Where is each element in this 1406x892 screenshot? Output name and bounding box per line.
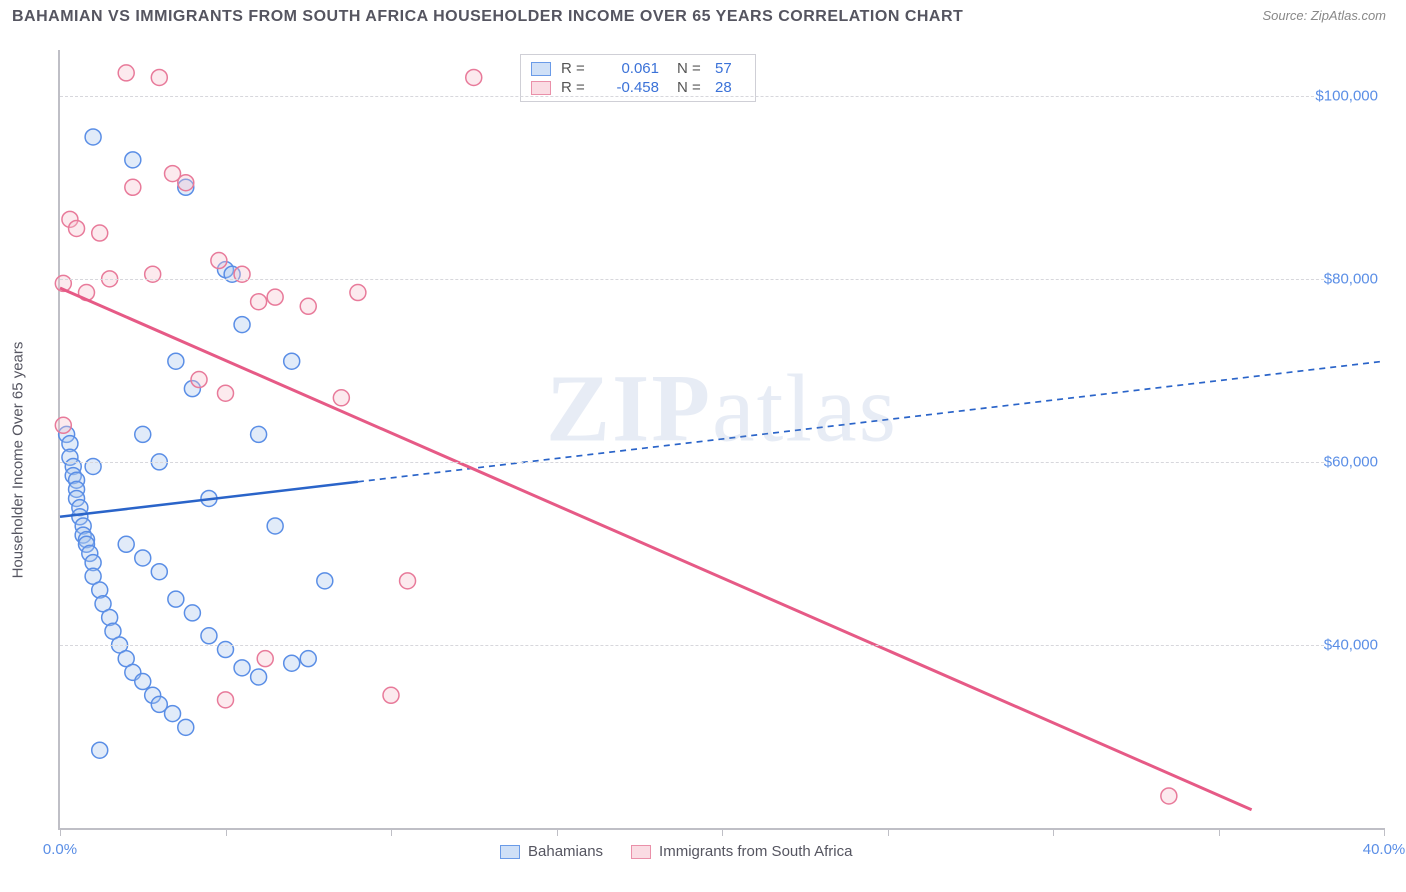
- x-tick: [1384, 828, 1385, 836]
- trend-line-dashed: [358, 361, 1384, 482]
- data-point: [257, 651, 273, 667]
- x-tick: [1219, 828, 1220, 836]
- x-tick: [1053, 828, 1054, 836]
- data-point: [168, 353, 184, 369]
- series-name: Immigrants from South Africa: [659, 843, 852, 860]
- gridline: [60, 462, 1384, 463]
- n-label: N =: [677, 60, 705, 77]
- data-point: [151, 564, 167, 580]
- data-point: [218, 385, 234, 401]
- data-point: [118, 65, 134, 81]
- data-point: [218, 692, 234, 708]
- data-point: [267, 289, 283, 305]
- data-point: [145, 266, 161, 282]
- y-tick-label: $100,000: [1315, 87, 1388, 104]
- data-point: [400, 573, 416, 589]
- data-point: [218, 642, 234, 658]
- legend-swatch: [500, 845, 520, 859]
- series-legend-item: Bahamians: [500, 843, 603, 860]
- series-legend: Bahamians Immigrants from South Africa: [500, 843, 852, 860]
- data-point: [300, 298, 316, 314]
- data-point: [85, 458, 101, 474]
- data-point: [135, 674, 151, 690]
- legend-swatch: [631, 845, 651, 859]
- data-point: [234, 317, 250, 333]
- data-point: [234, 660, 250, 676]
- legend-swatch: [531, 62, 551, 76]
- source-label: Source: ZipAtlas.com: [1262, 8, 1386, 23]
- data-point: [284, 655, 300, 671]
- data-point: [234, 266, 250, 282]
- data-point: [55, 417, 71, 433]
- gridline: [60, 279, 1384, 280]
- data-point: [92, 225, 108, 241]
- y-tick-label: $80,000: [1324, 270, 1388, 287]
- chart-title: BAHAMIAN VS IMMIGRANTS FROM SOUTH AFRICA…: [12, 8, 963, 26]
- data-point: [92, 742, 108, 758]
- plot-svg: [60, 50, 1384, 828]
- gridline: [60, 645, 1384, 646]
- data-point: [383, 687, 399, 703]
- data-point: [350, 285, 366, 301]
- y-axis-label: Householder Income Over 65 years: [10, 342, 27, 579]
- series-name: Bahamians: [528, 843, 603, 860]
- x-tick: [226, 828, 227, 836]
- r-value: 0.061: [599, 60, 659, 77]
- legend-row: R = -0.458 N = 28: [531, 78, 745, 97]
- data-point: [466, 69, 482, 85]
- data-point: [118, 536, 134, 552]
- data-point: [165, 706, 181, 722]
- data-point: [178, 175, 194, 191]
- r-value: -0.458: [599, 79, 659, 96]
- trend-line: [60, 482, 358, 517]
- x-tick-label: 0.0%: [43, 841, 77, 858]
- data-point: [201, 628, 217, 644]
- chart-container: Householder Income Over 65 years ZIPatla…: [12, 40, 1394, 880]
- data-point: [317, 573, 333, 589]
- data-point: [125, 152, 141, 168]
- x-tick-label: 40.0%: [1363, 841, 1406, 858]
- data-point: [135, 426, 151, 442]
- data-point: [211, 253, 227, 269]
- gridline: [60, 96, 1384, 97]
- x-tick: [391, 828, 392, 836]
- legend-row: R = 0.061 N = 57: [531, 59, 745, 78]
- r-label: R =: [561, 79, 589, 96]
- x-tick: [888, 828, 889, 836]
- x-tick: [60, 828, 61, 836]
- data-point: [267, 518, 283, 534]
- data-point: [251, 294, 267, 310]
- y-tick-label: $60,000: [1324, 453, 1388, 470]
- data-point: [135, 550, 151, 566]
- data-point: [300, 651, 316, 667]
- data-point: [333, 390, 349, 406]
- legend-swatch: [531, 81, 551, 95]
- data-point: [284, 353, 300, 369]
- data-point: [178, 719, 194, 735]
- x-tick: [557, 828, 558, 836]
- n-value: 28: [715, 79, 745, 96]
- data-point: [1161, 788, 1177, 804]
- data-point: [151, 69, 167, 85]
- data-point: [191, 372, 207, 388]
- r-label: R =: [561, 60, 589, 77]
- data-point: [85, 129, 101, 145]
- data-point: [184, 605, 200, 621]
- x-tick: [722, 828, 723, 836]
- data-point: [168, 591, 184, 607]
- plot-area: ZIPatlas R =0.061N =57R =-0.458N =28 Bah…: [58, 50, 1384, 830]
- series-legend-item: Immigrants from South Africa: [631, 843, 852, 860]
- n-label: N =: [677, 79, 705, 96]
- data-point: [125, 179, 141, 195]
- data-point: [251, 669, 267, 685]
- n-value: 57: [715, 60, 745, 77]
- y-tick-label: $40,000: [1324, 636, 1388, 653]
- data-point: [251, 426, 267, 442]
- trend-line: [60, 288, 1252, 810]
- data-point: [69, 220, 85, 236]
